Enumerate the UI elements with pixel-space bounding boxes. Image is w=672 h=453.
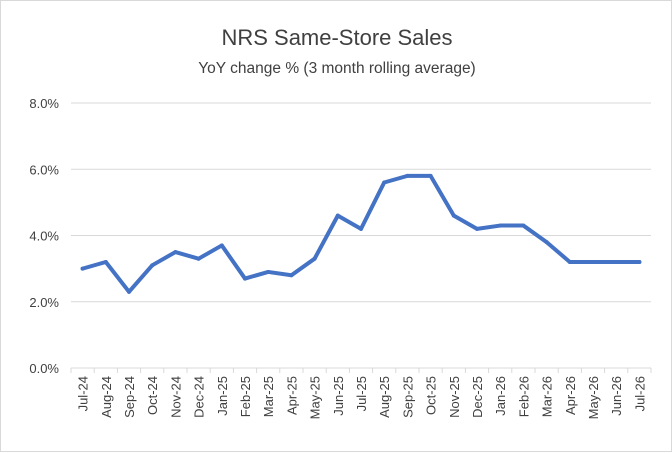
x-tick-label: Feb-26 bbox=[516, 376, 531, 417]
x-tick-label: Jun-25 bbox=[331, 376, 346, 416]
data-point bbox=[591, 260, 595, 264]
series-layer bbox=[80, 173, 642, 294]
x-tick-label: Oct-25 bbox=[424, 376, 439, 415]
y-tick-label: 6.0% bbox=[29, 162, 59, 177]
y-tick-label: 0.0% bbox=[29, 361, 59, 376]
data-point bbox=[637, 260, 642, 264]
x-tick-label: Dec-25 bbox=[470, 376, 485, 418]
x-axis-tick-labels: Jul-24 Aug-24 Sep-24 Oct-24 Nov-24 Dec-24 Jan-… bbox=[76, 376, 648, 419]
x-tick-label: Mar-25 bbox=[261, 376, 276, 417]
x-tick-label: May-25 bbox=[308, 376, 323, 419]
data-point bbox=[544, 240, 549, 245]
chart-subtitle: YoY change % (3 month rolling average) bbox=[198, 60, 475, 77]
data-point bbox=[335, 213, 340, 218]
y-tick-label: 4.0% bbox=[29, 229, 59, 244]
data-point bbox=[150, 263, 155, 268]
data-point bbox=[219, 243, 224, 248]
x-tick-label: May-26 bbox=[586, 376, 601, 419]
data-point bbox=[312, 256, 317, 261]
data-point bbox=[382, 180, 387, 185]
data-point bbox=[127, 289, 131, 294]
data-point bbox=[103, 260, 108, 264]
x-tick-label: Aug-25 bbox=[377, 376, 392, 418]
data-point bbox=[567, 260, 572, 264]
x-tick-label: Aug-24 bbox=[99, 376, 114, 418]
data-point bbox=[243, 276, 247, 281]
data-point bbox=[80, 266, 85, 271]
data-point bbox=[614, 260, 619, 264]
x-tick-label: Sep-25 bbox=[400, 376, 415, 418]
data-point bbox=[196, 256, 201, 261]
x-tick-label: Nov-24 bbox=[168, 376, 183, 418]
data-point bbox=[359, 226, 363, 231]
x-tick-label: Apr-25 bbox=[284, 376, 299, 415]
gridlines bbox=[70, 102, 652, 373]
y-tick-label: 8.0% bbox=[29, 96, 59, 111]
x-tick-label: Feb-25 bbox=[238, 376, 253, 417]
data-point bbox=[521, 223, 526, 228]
y-axis-tick-labels: 0.0% 2.0% 4.0% 6.0% 8.0% bbox=[29, 96, 59, 376]
x-tick-label: Jun-26 bbox=[609, 376, 624, 416]
x-tick-label: Jul-26 bbox=[632, 376, 647, 411]
data-point bbox=[428, 173, 433, 178]
data-point bbox=[266, 269, 271, 274]
data-point bbox=[173, 250, 178, 255]
data-point bbox=[289, 273, 294, 278]
x-tick-label: Apr-26 bbox=[563, 376, 578, 415]
x-tick-label: Jan-25 bbox=[215, 376, 230, 416]
x-tick-label: Oct-24 bbox=[145, 376, 160, 415]
data-point bbox=[498, 223, 503, 228]
y-tick-label: 2.0% bbox=[29, 295, 59, 310]
x-tick-label: Sep-24 bbox=[122, 376, 137, 418]
x-tick-label: Jan-26 bbox=[493, 376, 508, 416]
x-tick-label: Jul-25 bbox=[354, 376, 369, 411]
data-point bbox=[405, 173, 410, 178]
x-tick-label: Mar-26 bbox=[540, 376, 555, 417]
x-tick-label: Jul-24 bbox=[76, 376, 91, 411]
x-tick-label: Dec-24 bbox=[192, 376, 207, 418]
chart-title: NRS Same-Store Sales bbox=[221, 25, 452, 50]
data-point bbox=[451, 213, 456, 218]
x-tick-label: Nov-25 bbox=[447, 376, 462, 418]
data-point bbox=[475, 226, 479, 231]
series-line bbox=[80, 173, 642, 294]
